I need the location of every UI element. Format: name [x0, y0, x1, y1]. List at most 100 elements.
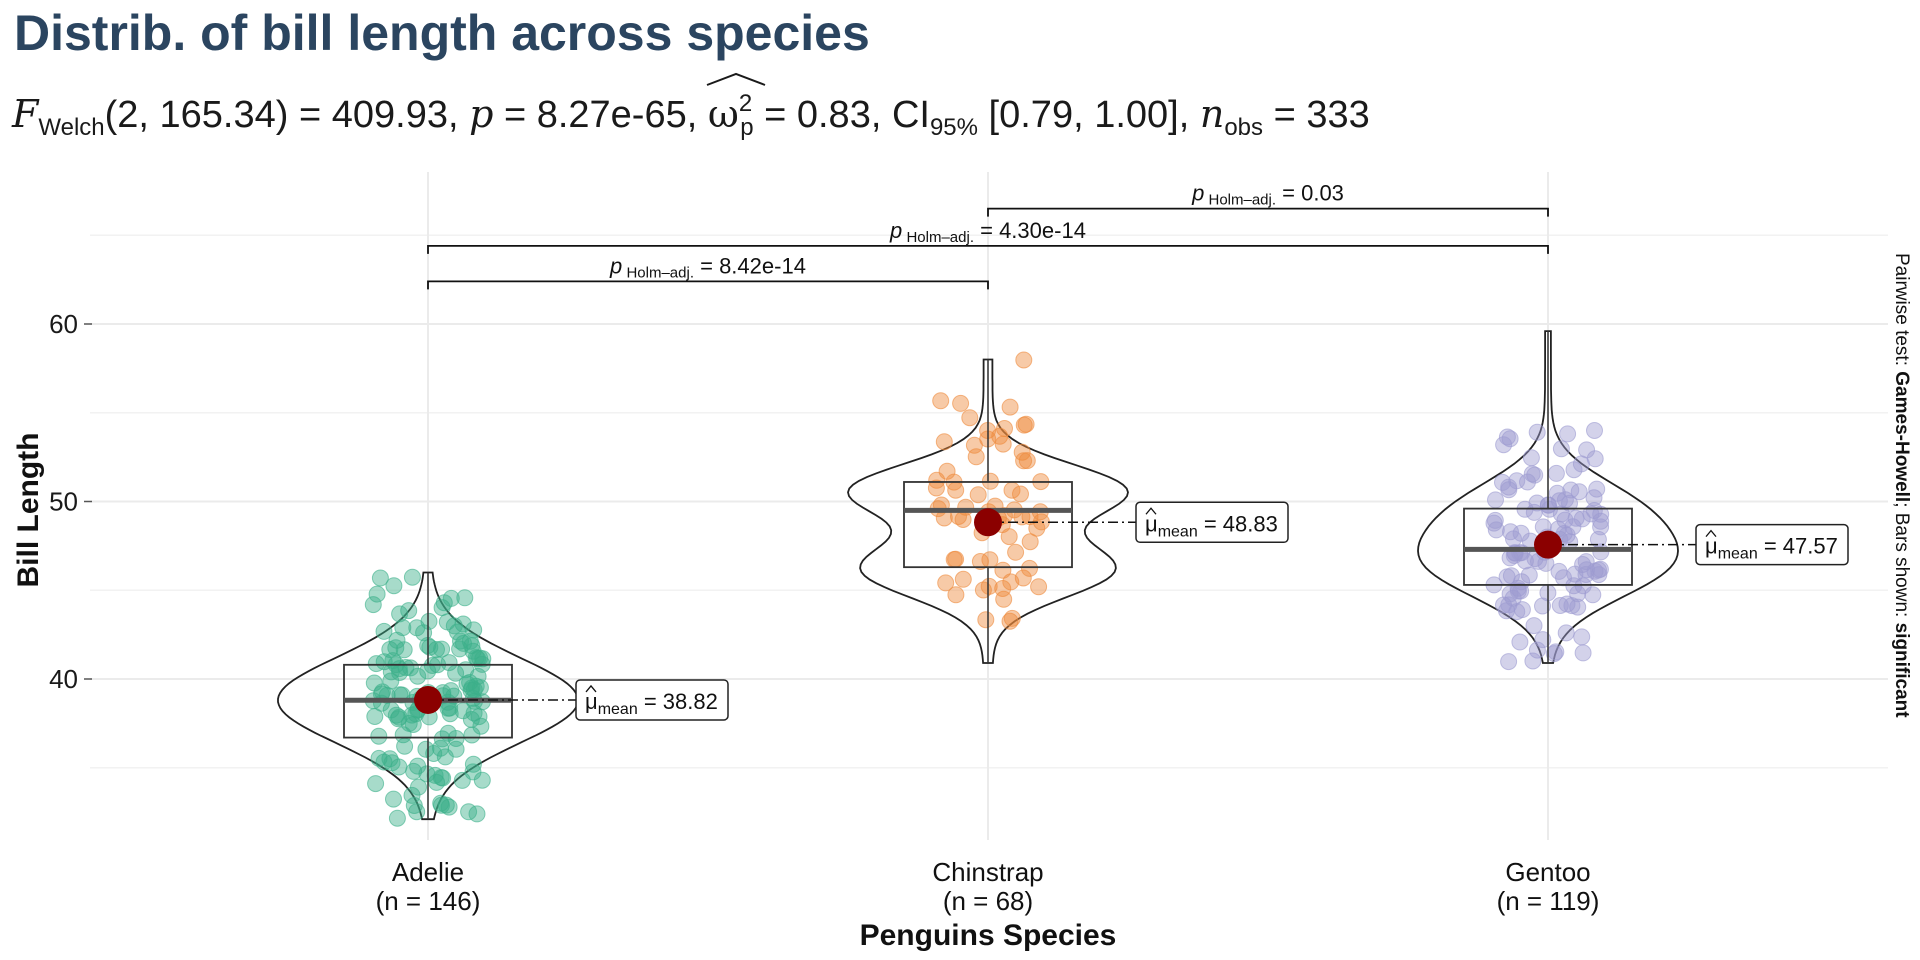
- effect-sup: 2: [738, 90, 753, 117]
- pairwise-value: = 0.03: [1276, 181, 1344, 206]
- data-point: [432, 794, 450, 812]
- data-point: [1574, 644, 1592, 662]
- data-point: [453, 771, 471, 789]
- data-point: [1030, 578, 1048, 596]
- data-point: [1021, 559, 1038, 577]
- data-point: [1000, 528, 1018, 546]
- data-point: [954, 570, 972, 588]
- data-point: [1573, 510, 1591, 528]
- mean-label-box: [1695, 523, 1849, 566]
- data-point: [935, 433, 953, 451]
- data-point: [1014, 569, 1032, 587]
- box-iqr: [903, 481, 1073, 569]
- data-point: [928, 471, 946, 489]
- data-point: [1512, 524, 1530, 542]
- mean-sub: mean: [1718, 546, 1758, 563]
- effect-sub: p: [740, 114, 754, 141]
- data-point: [426, 766, 444, 784]
- data-point: [954, 511, 972, 528]
- data-point: [385, 577, 403, 595]
- data-point: [470, 708, 488, 726]
- data-point: [1585, 489, 1603, 507]
- data-point: [961, 409, 979, 427]
- data-point: [977, 611, 995, 629]
- data-point: [1485, 514, 1503, 532]
- pairwise-label: p Holm–adj. = 4.30e-14: [889, 218, 1086, 246]
- x-tick-n-label: (n = 119): [1497, 886, 1600, 916]
- data-point: [1501, 430, 1519, 448]
- side-caption-prefix: Pairwise test:: [1891, 253, 1912, 371]
- side-caption: Pairwise test: Games-Howell; Bars shown:…: [1891, 253, 1912, 718]
- n-value: = 333: [1263, 94, 1370, 136]
- data-point: [996, 420, 1013, 437]
- data-point: [1524, 652, 1542, 670]
- pairwise-value: = 8.42e-14: [694, 253, 806, 278]
- mean-label: μmean = 48.83: [1145, 511, 1278, 540]
- effect-symbol: ω: [707, 92, 739, 136]
- pairwise-p: p: [609, 253, 622, 278]
- data-point: [1007, 543, 1025, 561]
- data-point: [367, 775, 385, 793]
- series-gentoo: μmean = 47.57: [1417, 330, 1849, 671]
- data-point: [1570, 483, 1588, 501]
- data-point: [1498, 428, 1516, 446]
- data-point: [417, 740, 435, 758]
- data-point: [474, 650, 492, 668]
- data-point: [947, 586, 965, 604]
- data-point: [1545, 645, 1563, 663]
- pairwise-p: p: [889, 218, 902, 243]
- data-point: [1511, 633, 1529, 651]
- data-point: [980, 577, 998, 595]
- y-tick-label: 40: [49, 664, 78, 694]
- data-point: [440, 654, 458, 672]
- data-point: [1559, 425, 1577, 443]
- pairwise-p: p: [1191, 181, 1204, 206]
- n-sub: obs: [1224, 114, 1264, 141]
- data-point: [1592, 512, 1610, 530]
- data-point: [368, 585, 386, 603]
- data-point: [394, 619, 412, 637]
- hat-icon: [585, 684, 597, 693]
- data-point: [1552, 440, 1570, 458]
- mean-value: = 48.83: [1198, 511, 1278, 536]
- data-point: [1578, 441, 1596, 459]
- chart-title: Distrib. of bill length across species: [14, 5, 870, 61]
- data-point: [449, 623, 466, 641]
- data-point: [433, 640, 451, 658]
- data-point: [1558, 595, 1576, 613]
- data-point: [385, 790, 402, 808]
- pairwise-sub: Holm–adj.: [1204, 192, 1276, 209]
- data-point: [952, 394, 970, 412]
- data-point: [1551, 597, 1569, 614]
- side-caption-middle: ; Bars shown:: [1891, 502, 1912, 622]
- stat-value: = 409.93,: [288, 94, 470, 136]
- data-point: [1526, 466, 1544, 484]
- mean-point: [974, 508, 1002, 537]
- data-point: [1015, 351, 1033, 369]
- pairwise-sub: Holm–adj.: [622, 264, 694, 281]
- data-point: [967, 448, 985, 466]
- data-point: [969, 486, 987, 504]
- data-point: [396, 737, 414, 755]
- y-axis: 40 50 60: [49, 309, 92, 694]
- data-point: [441, 705, 459, 723]
- data-point: [403, 568, 421, 586]
- pairwise-value: = 4.30e-14: [974, 218, 1086, 243]
- data-point: [403, 706, 421, 724]
- data-point: [370, 727, 388, 745]
- data-point: [1586, 450, 1604, 468]
- data-point: [1562, 481, 1580, 499]
- data-point: [1569, 598, 1587, 616]
- data-point: [1500, 653, 1518, 671]
- side-caption-shown: significant: [1891, 623, 1912, 719]
- stat-symbol: F: [12, 92, 39, 136]
- p-symbol: p: [469, 92, 494, 136]
- series-chinstrap: μmean = 48.83: [847, 351, 1289, 664]
- data-point: [1495, 596, 1512, 614]
- data-point: [1592, 518, 1610, 536]
- data-point: [1557, 624, 1575, 642]
- data-point: [390, 708, 408, 726]
- mean-label-box: [1135, 501, 1289, 544]
